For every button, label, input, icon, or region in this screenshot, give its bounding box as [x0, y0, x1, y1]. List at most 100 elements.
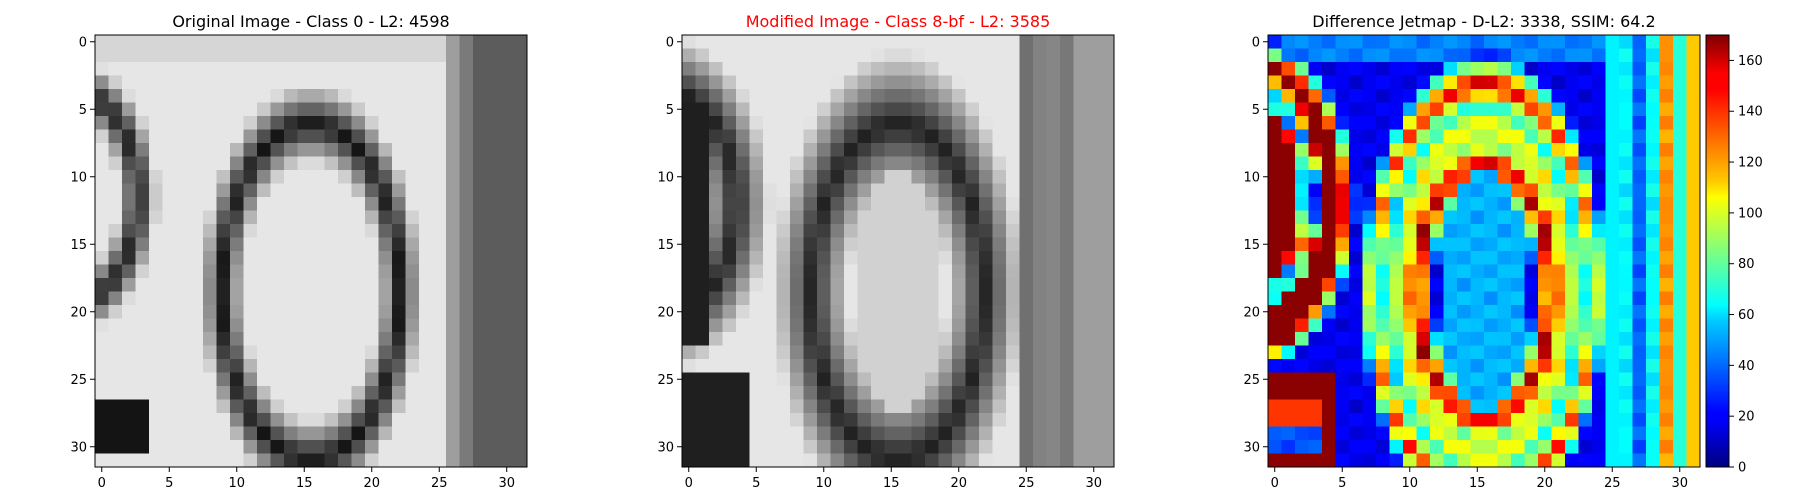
pixel-cell — [513, 453, 528, 468]
pixel-cell — [1605, 102, 1620, 117]
pixel-cell — [1281, 332, 1296, 346]
pixel-cell — [695, 237, 710, 252]
pixel-cell — [324, 62, 339, 76]
pixel-cell — [911, 399, 926, 414]
pixel-cell — [965, 332, 980, 346]
pixel-cell — [243, 332, 258, 346]
pixel-cell — [1592, 210, 1606, 225]
pixel-cell — [135, 386, 150, 400]
pixel-cell — [830, 345, 845, 360]
pixel-cell — [1403, 399, 1417, 414]
pixel-cell — [1019, 291, 1034, 306]
pixel-cell — [925, 35, 939, 49]
pixel-cell — [257, 62, 271, 76]
pixel-cell — [513, 156, 528, 171]
pixel-cell — [1551, 332, 1566, 346]
pixel-cell — [1349, 318, 1363, 333]
pixel-cell — [722, 129, 737, 144]
pixel-cell — [965, 413, 980, 427]
pixel-cell — [513, 129, 528, 144]
pixel-cell — [1033, 156, 1047, 171]
pixel-cell — [405, 426, 420, 441]
pixel-cell — [324, 35, 339, 49]
x-tick-label: 0 — [98, 476, 106, 491]
pixel-cell — [459, 116, 474, 130]
pixel-cell — [1592, 197, 1606, 211]
pixel-cell — [338, 345, 352, 360]
pixel-cell — [419, 332, 433, 346]
pixel-cell — [1619, 372, 1633, 387]
pixel-cell — [432, 426, 447, 441]
pixel-cell — [1389, 102, 1404, 117]
pixel-cell — [270, 170, 285, 184]
pixel-cell — [965, 318, 980, 333]
pixel-cell — [419, 89, 433, 103]
pixel-cell — [338, 305, 352, 319]
pixel-cell — [898, 359, 912, 373]
pixel-cell — [992, 62, 1007, 76]
pixel-cell — [297, 62, 312, 76]
pixel-cell — [1281, 183, 1296, 198]
pixel-cell — [1619, 210, 1633, 225]
pixel-cell — [1592, 278, 1606, 292]
pixel-cell — [1511, 318, 1525, 333]
pixel-cell — [257, 183, 271, 198]
pixel-cell — [1033, 129, 1047, 144]
pixel-cell — [1281, 345, 1296, 360]
pixel-cell — [1686, 332, 1701, 346]
pixel-cell — [722, 386, 737, 400]
pixel-cell — [1470, 251, 1485, 265]
pixel-cell — [1497, 170, 1512, 184]
pixel-cell — [1268, 197, 1282, 211]
pixel-cell — [992, 318, 1007, 333]
pixel-cell — [473, 197, 487, 211]
pixel-cell — [1524, 89, 1539, 103]
pixel-cell — [1457, 345, 1471, 360]
pixel-cell — [230, 89, 244, 103]
pixel-cell — [1686, 116, 1701, 130]
pixel-cell — [1389, 197, 1404, 211]
pixel-cell — [965, 89, 980, 103]
pixel-cell — [351, 143, 366, 157]
pixel-cell — [790, 318, 804, 333]
pixel-cell — [1046, 426, 1061, 441]
y-tick-label: 10 — [70, 170, 87, 185]
pixel-cell — [749, 440, 764, 454]
pixel-cell — [1416, 129, 1431, 144]
pixel-cell — [1335, 143, 1350, 157]
pixel-cell — [243, 386, 258, 400]
pixel-cell — [776, 197, 791, 211]
pixel-cell — [284, 278, 298, 292]
pixel-cell — [432, 48, 447, 63]
pixel-cell — [1605, 264, 1620, 279]
pixel-cell — [243, 197, 258, 211]
pixel-cell — [803, 440, 818, 454]
pixel-cell — [1349, 278, 1363, 292]
pixel-cell — [1632, 143, 1647, 157]
pixel-cell — [1281, 264, 1296, 279]
pixel-cell — [898, 210, 912, 225]
pixel-cell — [1019, 426, 1034, 441]
pixel-cell — [500, 413, 514, 427]
pixel-cell — [108, 386, 123, 400]
pixel-cell — [1524, 102, 1539, 117]
pixel-cell — [898, 440, 912, 454]
pixel-cell — [432, 89, 447, 103]
pixel-cell — [1335, 413, 1350, 427]
pixel-cell — [1565, 278, 1579, 292]
pixel-cell — [1322, 399, 1336, 414]
pixel-cell — [230, 156, 244, 171]
pixel-cell — [1046, 143, 1061, 157]
pixel-cell — [1087, 426, 1101, 441]
pixel-cell — [1430, 35, 1444, 49]
pixel-cell — [803, 197, 818, 211]
pixel-cell — [709, 359, 723, 373]
pixel-cell — [857, 48, 872, 63]
pixel-cell — [763, 35, 777, 49]
pixel-cell — [1073, 413, 1088, 427]
pixel-cell — [500, 75, 514, 90]
pixel-cell — [122, 197, 136, 211]
pixel-cell — [446, 224, 460, 238]
pixel-cell — [1322, 35, 1336, 49]
pixel-cell — [378, 224, 393, 238]
